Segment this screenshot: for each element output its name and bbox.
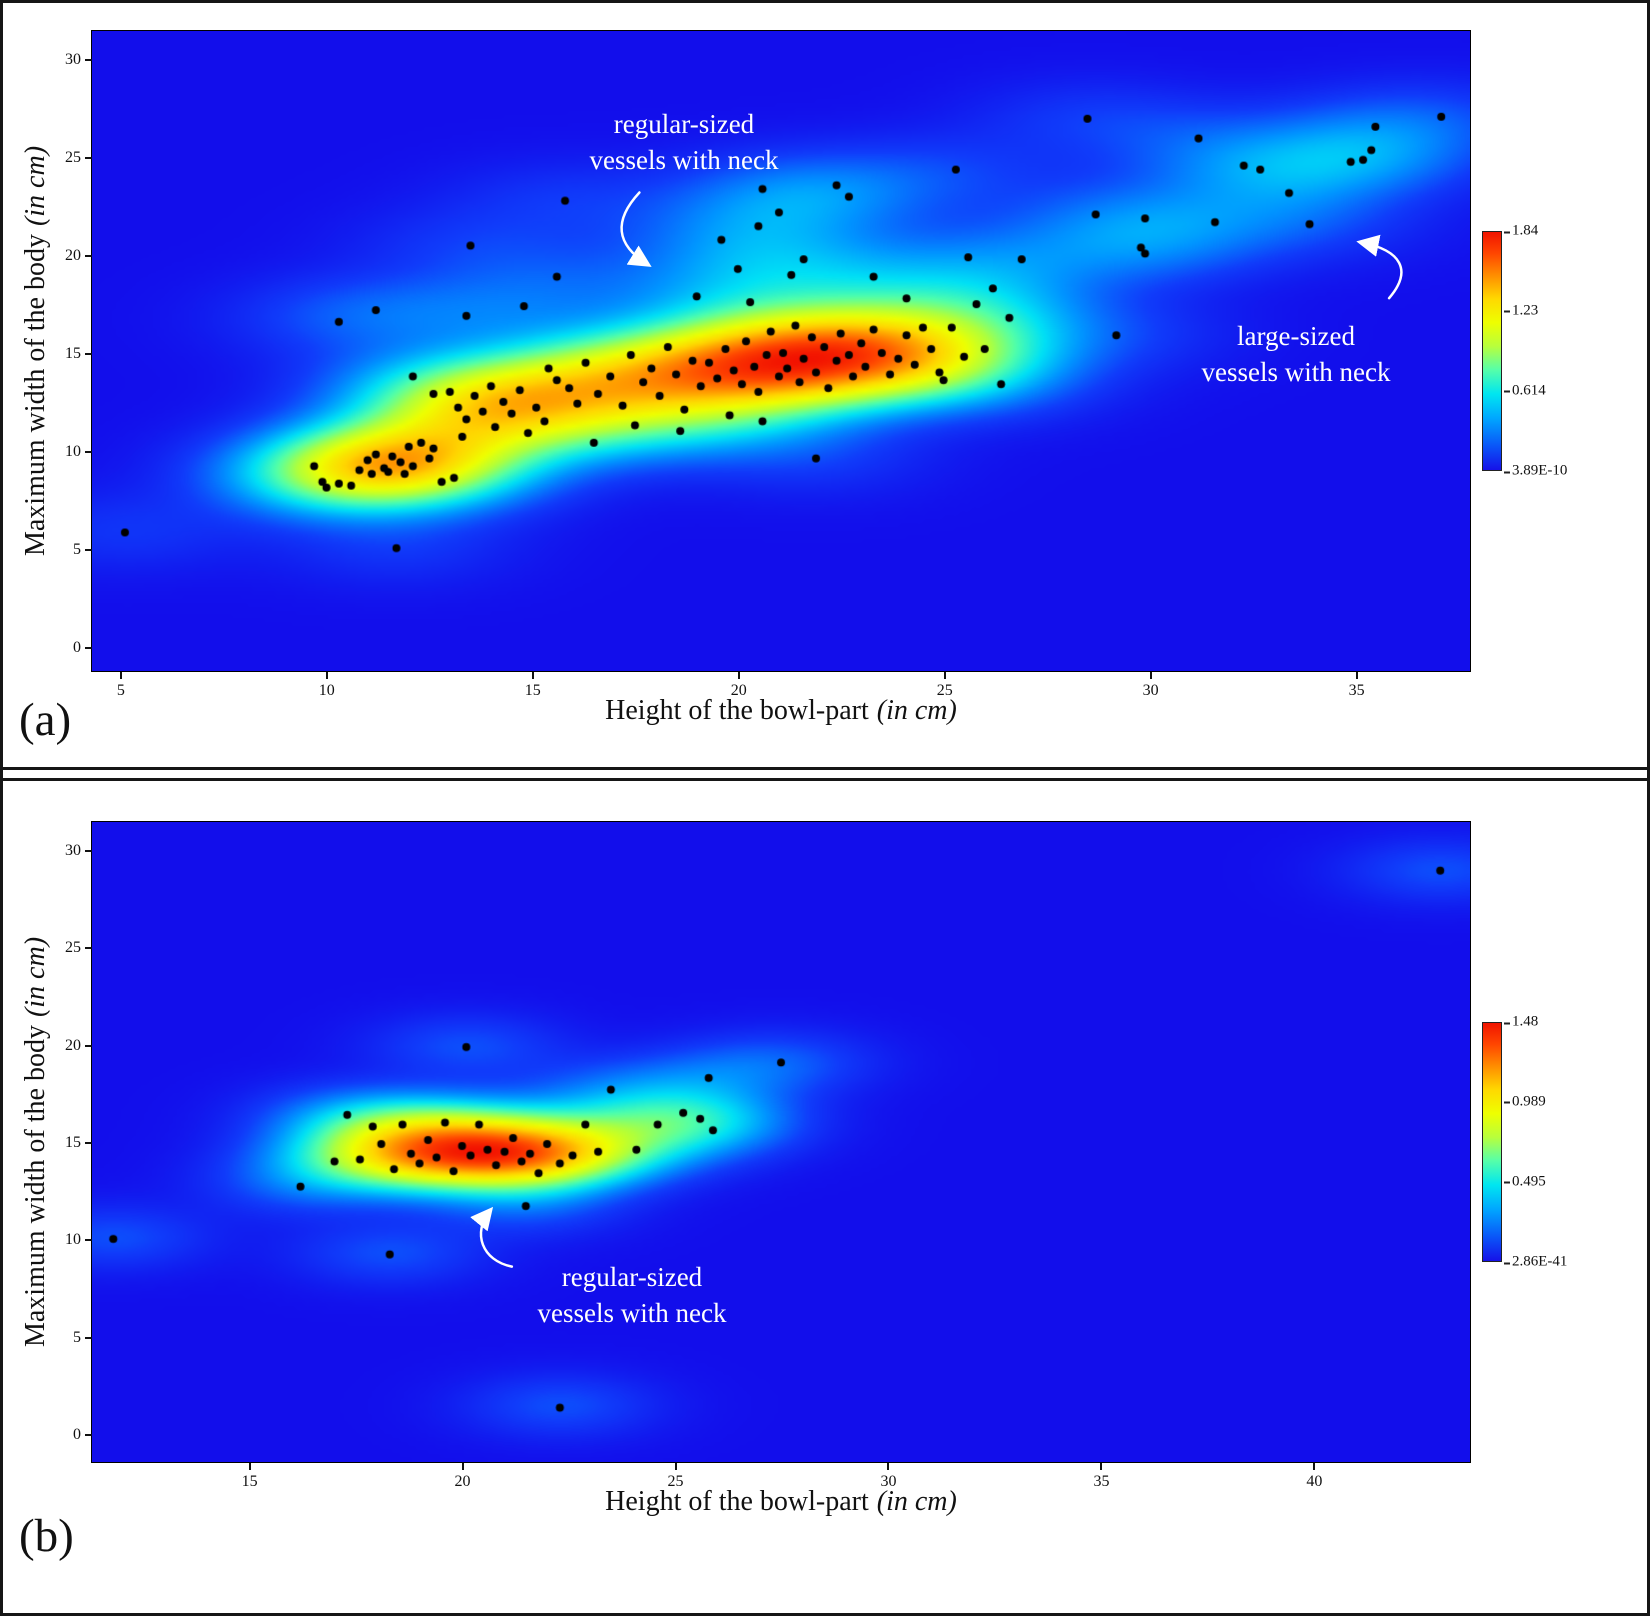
x-tick-label: 10	[318, 682, 335, 699]
x-tick-label: 15	[241, 1473, 258, 1490]
y-tick-mark	[85, 548, 92, 551]
y-tick-mark	[85, 1142, 92, 1144]
x-tick-mark	[887, 1463, 890, 1470]
y-tick-label: 5	[73, 1328, 81, 1346]
x-tick-mark	[248, 1463, 251, 1470]
y-tick-label: 0	[73, 638, 81, 656]
y-axis-ticks-a: 0 5 10 15 20 25 30	[44, 31, 92, 671]
kde-heatmap-canvas-b	[92, 822, 1470, 1462]
x-tick-label: 35	[1093, 1473, 1110, 1490]
x-tick-label: 35	[1348, 682, 1365, 699]
y-tick-mark	[85, 1336, 92, 1339]
x-tick-label: 30	[1142, 682, 1159, 699]
colorbar-label-min: 3.89E-10	[1503, 462, 1568, 479]
y-tick-label: 10	[65, 1231, 81, 1249]
y-tick-mark	[85, 947, 92, 950]
kde-heatmap-canvas-a	[92, 31, 1470, 671]
x-tick-mark	[943, 672, 946, 679]
x-tick-mark	[461, 1463, 464, 1470]
x-tick-label: 20	[730, 682, 747, 699]
panel-b: regular-sized vessels with neck 15 20 25 30…	[3, 778, 1647, 1613]
x-tick-label: 30	[880, 1473, 897, 1490]
x-tick-label: 20	[454, 1473, 471, 1490]
x-tick-mark	[531, 672, 534, 679]
x-axis-label-a: Height of the bowl-part (in cm)	[92, 695, 1470, 727]
colorbar-label-lower: 0.614	[1504, 382, 1546, 399]
colorbar-label-lower: 0.495	[1504, 1173, 1546, 1190]
y-tick-label: 30	[65, 51, 81, 69]
y-tick-mark	[85, 1044, 92, 1047]
colorbar-label-upper: 1.23	[1503, 302, 1539, 319]
y-tick-label: 5	[73, 540, 81, 558]
colorbar-a: 1.84 1.23 0.614 3.89E-10	[1482, 223, 1574, 479]
y-tick-label: 15	[65, 1134, 81, 1151]
y-axis-label-a: Maximum width of the body (in cm)	[20, 146, 52, 556]
y-tick-mark	[85, 1239, 92, 1242]
x-tick-label: 40	[1306, 1473, 1323, 1490]
y-tick-mark	[85, 646, 92, 649]
plot-area-a: regular-sized vessels with neck large-si…	[20, 30, 1567, 726]
y-tick-label: 15	[65, 344, 81, 362]
x-axis-unit: (in cm)	[876, 1486, 957, 1517]
y-tick-mark	[85, 850, 92, 853]
y-tick-mark	[85, 1433, 92, 1436]
x-tick-mark	[119, 672, 122, 679]
y-tick-mark	[85, 59, 92, 62]
x-tick-label: 25	[936, 682, 953, 699]
x-axis-title: Height of the bowl-part	[605, 1486, 869, 1517]
y-tick-mark	[85, 352, 92, 355]
x-tick-label: 25	[667, 1473, 684, 1490]
y-tick-label: 20	[65, 247, 81, 265]
y-axis-title: Maximum width of the body	[20, 234, 51, 557]
x-tick-mark	[674, 1463, 677, 1470]
panel-letter-b: (b)	[15, 1511, 78, 1563]
x-axis-ticks-a: 5 10 15 20 25 30 35	[92, 671, 1470, 711]
y-tick-label: 0	[73, 1425, 81, 1443]
panel-a: regular-sized vessels with neck large-si…	[3, 3, 1647, 770]
colorbar-label-min: 2.86E-41	[1503, 1253, 1568, 1270]
y-tick-mark	[85, 450, 92, 453]
colorbar-gradient-icon	[1482, 231, 1502, 471]
x-tick-mark	[737, 672, 740, 679]
y-tick-mark	[85, 157, 92, 160]
x-tick-mark	[325, 672, 328, 679]
x-tick-mark	[1100, 1463, 1103, 1470]
x-axis-unit: (in cm)	[876, 695, 957, 726]
x-tick-mark	[1313, 1463, 1316, 1470]
x-tick-mark	[1355, 672, 1358, 679]
y-tick-label: 25	[65, 939, 81, 957]
x-tick-label: 5	[116, 682, 125, 699]
x-axis-ticks-b: 15 20 25 30 35 40	[92, 1462, 1470, 1502]
y-axis-unit: (in cm)	[20, 936, 51, 1018]
colorbar-label-max: 1.48	[1503, 1013, 1539, 1030]
y-tick-label: 30	[65, 842, 81, 860]
colorbar-label-max: 1.84	[1503, 222, 1539, 239]
y-axis-label-b: Maximum width of the body (in cm)	[20, 937, 52, 1347]
plot-area-b: regular-sized vessels with neck 15 20 25 30…	[20, 821, 1567, 1517]
colorbar-label-upper: 0.989	[1504, 1093, 1546, 1110]
y-tick-label: 10	[65, 442, 81, 460]
colorbar-gradient-icon	[1482, 1022, 1502, 1262]
x-tick-label: 15	[524, 682, 541, 699]
y-tick-mark	[85, 255, 92, 258]
colorbar-b: 1.48 0.989 0.495 2.86E-41	[1482, 1014, 1574, 1270]
panel-letter-a: (a)	[15, 695, 76, 747]
x-axis-label-b: Height of the bowl-part (in cm)	[92, 1486, 1470, 1518]
y-axis-ticks-b: 0 5 10 15 20 25 30	[44, 822, 92, 1462]
x-tick-mark	[1149, 672, 1152, 679]
y-axis-title: Maximum width of the body	[20, 1025, 51, 1348]
y-tick-label: 25	[65, 149, 81, 167]
y-axis-unit: (in cm)	[20, 145, 51, 227]
x-axis-title: Height of the bowl-part	[605, 695, 869, 726]
y-tick-label: 20	[65, 1036, 81, 1054]
